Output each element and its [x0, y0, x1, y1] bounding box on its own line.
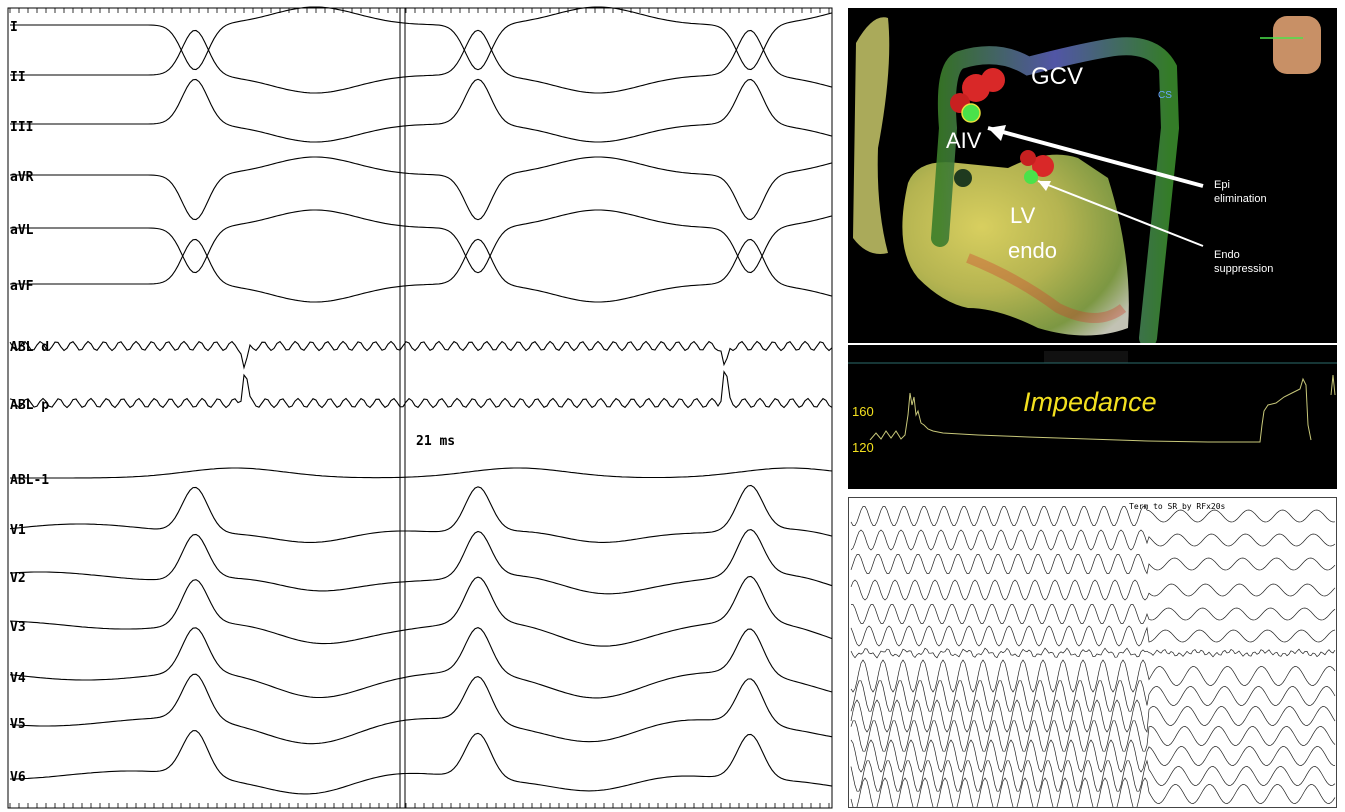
lead-label: aVL: [10, 223, 34, 238]
lead-label: V3: [10, 620, 26, 635]
lead-label: ABL-1: [10, 473, 50, 488]
cs-label: CS: [1158, 90, 1172, 101]
lead-trace-v4: [9, 627, 833, 699]
strip-lead-trace: [850, 739, 1336, 773]
lead-trace-avf: [10, 238, 833, 303]
ablation-lesion: [1020, 150, 1036, 166]
lead-label: III: [10, 120, 34, 135]
impedance-tick-160: 160: [852, 404, 874, 419]
lead-trace-abl-1: [10, 467, 833, 479]
lead-trace-iii: [10, 78, 833, 143]
strip-lead-trace: [850, 659, 1336, 693]
impedance-panel: Impedance 160 120: [848, 345, 1337, 489]
epi-elimination-label: Epi elimination: [1214, 179, 1267, 205]
arrow-epi-line: [987, 126, 1204, 188]
torso-orientation-icon: [1273, 16, 1321, 74]
arrow-endo-line: [1037, 180, 1204, 247]
ecg-trace-canvas: [7, 6, 833, 809]
cs-vessel: [931, 37, 1180, 343]
lead-label: V2: [10, 571, 26, 586]
lead-label: aVF: [10, 279, 34, 294]
strip-lead-trace: [850, 579, 1336, 601]
lead-label: I: [10, 20, 18, 35]
lead-trace-i: [10, 6, 833, 71]
lead-trace-v6: [9, 730, 833, 795]
lead-trace-avl: [10, 209, 833, 274]
map-canvas: [853, 16, 1321, 343]
lead-label: II: [10, 70, 26, 85]
left-atrium-shape: [853, 17, 890, 255]
strip-lead-trace: [850, 680, 1336, 712]
lead-trace-v1: [9, 484, 833, 543]
lead-trace-abl-d: [9, 340, 833, 370]
lead-label: ABL p: [10, 398, 50, 413]
aiv-label: AIV: [946, 128, 982, 153]
strip-lead-trace: [851, 604, 1336, 624]
strip-lead-trace: [850, 777, 1336, 807]
lead-label: V1: [10, 523, 26, 538]
endo-label: endo: [1008, 238, 1057, 263]
interval-measurement: 21 ms: [416, 434, 456, 449]
gcv-label: GCV: [1031, 63, 1084, 90]
lead-label: ABL d: [10, 340, 50, 355]
impedance-trace: [848, 351, 1337, 443]
lead-trace-v5: [9, 673, 833, 745]
strip-lead-trace: [850, 554, 1336, 575]
strip-trace-canvas: [850, 506, 1336, 807]
termination-ecg-strip: Term to SR by RFx20s: [848, 497, 1337, 808]
lead-label: V6: [10, 770, 26, 785]
strip-lead-trace: [850, 625, 1336, 647]
impedance-tick-120: 120: [852, 440, 874, 455]
electroanatomic-map: GCV CS AIV LV endo Epi elimination Endo su…: [848, 8, 1337, 343]
strip-lead-trace: [850, 720, 1336, 752]
lead-trace-avr: [10, 156, 833, 221]
lead-label: V5: [10, 717, 26, 732]
strip-lead-trace: [850, 647, 1336, 659]
strip-annotation: Term to SR by RFx20s: [1129, 502, 1226, 511]
impedance-title: Impedance: [1023, 387, 1157, 417]
lv-label: LV: [1010, 203, 1036, 228]
ablation-lesion: [981, 68, 1005, 92]
lead-label: aVR: [10, 170, 34, 185]
lead-trace-ii: [10, 29, 833, 94]
strip-lead-trace: [850, 759, 1336, 792]
lead-trace-v3: [9, 575, 833, 647]
ablation-target-endo: [1024, 170, 1038, 184]
lead-trace-abl-p: [9, 370, 833, 409]
endo-suppression-label: Endo suppression: [1214, 249, 1274, 275]
ablation-lesion: [1032, 155, 1054, 177]
catheter-tip: [954, 169, 972, 187]
ecg-trace-panel: I II III aVR aVL aVF ABL d ABL p ABL-1 V1 V2 V3 V4 V5…: [7, 6, 833, 809]
ablation-target-epi: [961, 103, 981, 123]
lv-endo-shell: [902, 154, 1129, 336]
strip-lead-trace: [850, 529, 1336, 551]
strip-lead-trace: [850, 699, 1336, 734]
lead-trace-v2: [9, 529, 833, 595]
lead-label: V4: [10, 671, 26, 686]
strip-lead-trace: [850, 506, 1336, 526]
